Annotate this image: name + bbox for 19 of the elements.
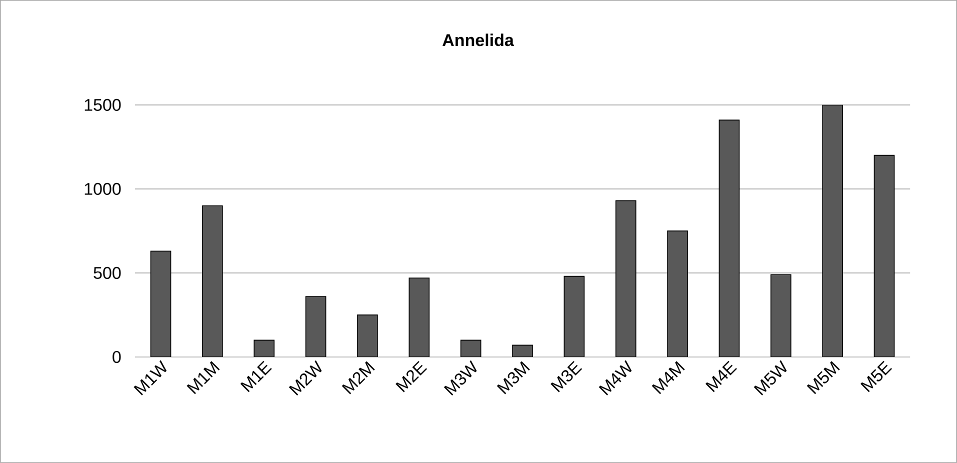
bar	[822, 104, 843, 358]
bar	[770, 274, 792, 358]
y-tick-label: 500	[94, 266, 121, 280]
bar	[718, 120, 740, 358]
y-tick-label: 1000	[84, 182, 121, 196]
bar	[564, 276, 585, 358]
bar	[667, 230, 688, 358]
bar	[150, 250, 172, 358]
chart-title: Annelida	[442, 34, 514, 46]
bar	[408, 278, 430, 358]
bar	[460, 340, 482, 358]
bar	[305, 296, 326, 358]
bar	[357, 314, 378, 358]
bar	[202, 205, 223, 358]
bar	[615, 200, 636, 358]
y-tick-label: 1500	[84, 98, 121, 111]
y-tick-label: 0	[112, 350, 121, 364]
bar	[874, 154, 895, 358]
bar	[254, 340, 275, 358]
